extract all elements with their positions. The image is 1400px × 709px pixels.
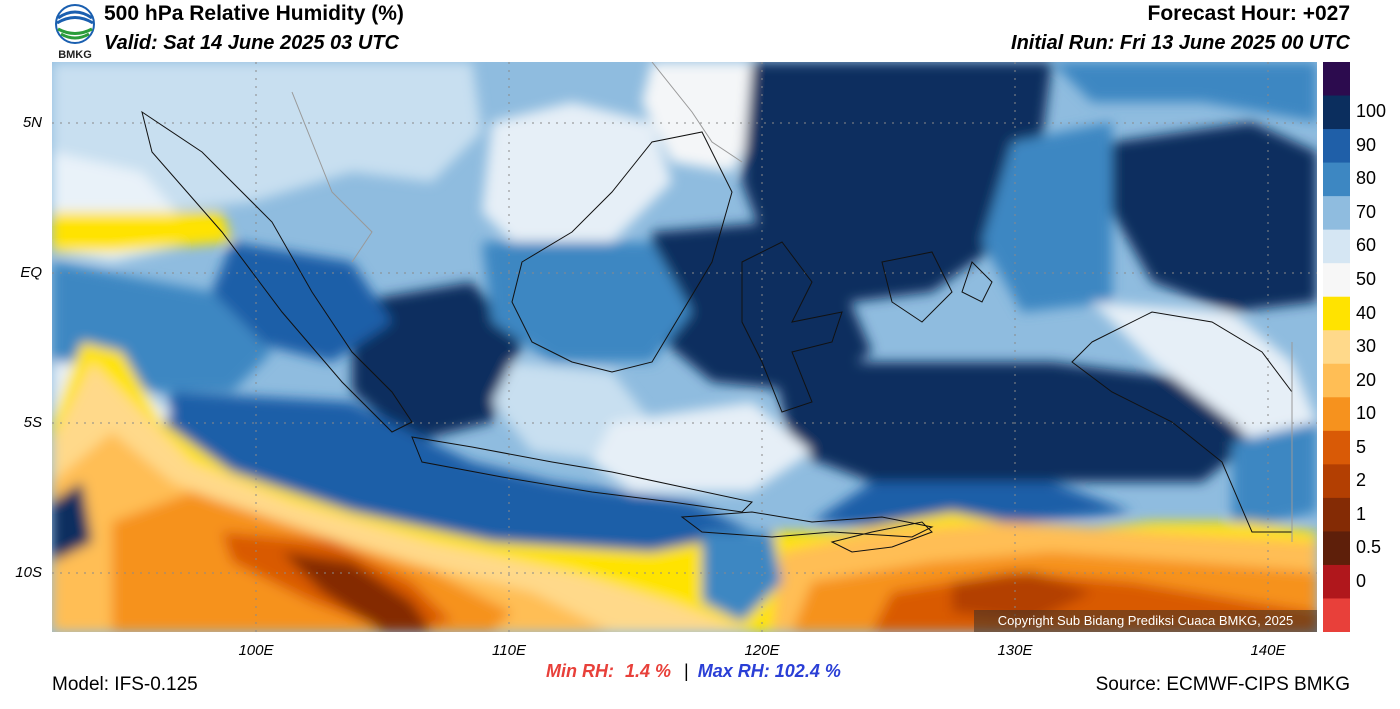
lon-label-140e: 140E — [1250, 642, 1286, 659]
min-rh-value: 1.4 % — [625, 661, 672, 681]
colorbar-swatch — [1323, 263, 1350, 298]
colorbar-swatch — [1323, 296, 1350, 331]
colorbar-label: 0 — [1356, 570, 1367, 591]
lon-label-130e: 130E — [997, 642, 1033, 659]
colorbar-label: 10 — [1356, 403, 1377, 424]
colorbar-label: 80 — [1356, 168, 1377, 189]
colorbar-swatch — [1323, 564, 1350, 599]
colorbar-label: 30 — [1356, 336, 1377, 356]
colorbar-swatch — [1323, 430, 1350, 465]
rh-stats: Min RH: 1.4 % | Max RH: 102.4 % — [546, 661, 841, 682]
logo-text: BMKG — [58, 49, 92, 60]
map-title: 500 hPa Relative Humidity (%) — [104, 2, 404, 25]
colorbar — [1323, 62, 1350, 632]
lat-label-10s: 10S — [15, 564, 42, 581]
lat-label-5n: 5N — [22, 114, 42, 131]
colorbar-swatch — [1323, 62, 1350, 97]
colorbar-swatch — [1323, 531, 1350, 566]
colorbar-swatch — [1323, 162, 1350, 197]
colorbar-swatch — [1323, 497, 1350, 532]
colorbar-label: 5 — [1356, 436, 1367, 457]
copyright-note: Copyright Sub Bidang Prediksi Cuaca BMKG… — [974, 610, 1317, 632]
colorbar-swatch — [1323, 196, 1350, 231]
colorbar-label: 0.5 — [1356, 537, 1382, 558]
colorbar-label: 100 — [1356, 101, 1387, 122]
bmkg-logo: BMKG — [55, 4, 95, 60]
country-borders — [291, 62, 1293, 542]
coastlines — [141, 110, 1293, 553]
colorbar-label: 2 — [1356, 470, 1367, 491]
max-rh-value: 102.4 % — [774, 661, 841, 681]
valid-time: Valid: Sat 14 June 2025 03 UTC — [104, 32, 399, 54]
colorbar-label: 1 — [1356, 503, 1367, 524]
lon-label-100e: 100E — [238, 642, 274, 659]
colorbar-label: 60 — [1356, 235, 1377, 256]
initial-run: Initial Run: Fri 13 June 2025 00 UTC — [1011, 32, 1350, 54]
colorbar-swatch — [1323, 229, 1350, 264]
lon-label-110e: 110E — [492, 642, 526, 659]
lat-label-eq: EQ — [20, 264, 42, 281]
lat-label-5s: 5S — [23, 414, 42, 431]
colorbar-label: 50 — [1356, 268, 1377, 289]
graticule — [52, 62, 1317, 632]
stats-separator: | — [684, 661, 689, 681]
colorbar-swatch — [1323, 129, 1350, 164]
colorbar-swatch — [1323, 464, 1350, 499]
min-rh-label: Min RH: — [546, 661, 614, 681]
max-rh-label: Max RH: — [697, 661, 770, 681]
lon-label-120e: 120E — [744, 642, 780, 659]
colorbar-label: 90 — [1356, 134, 1377, 155]
colorbar-swatch — [1323, 397, 1350, 432]
colorbar-swatch — [1323, 598, 1350, 632]
source-label: Source: ECMWF-CIPS BMKG — [1095, 674, 1350, 695]
forecast-hour: Forecast Hour: +027 — [1147, 2, 1351, 25]
colorbar-swatch — [1323, 363, 1350, 398]
colorbar-swatch — [1323, 330, 1350, 365]
colorbar-label: 20 — [1356, 369, 1377, 390]
humidity-map — [52, 62, 1317, 632]
model-label: Model: IFS-0.125 — [52, 674, 198, 695]
colorbar-label: 40 — [1356, 302, 1377, 323]
colorbar-label: 70 — [1356, 201, 1377, 222]
colorbar-swatch — [1323, 95, 1350, 130]
